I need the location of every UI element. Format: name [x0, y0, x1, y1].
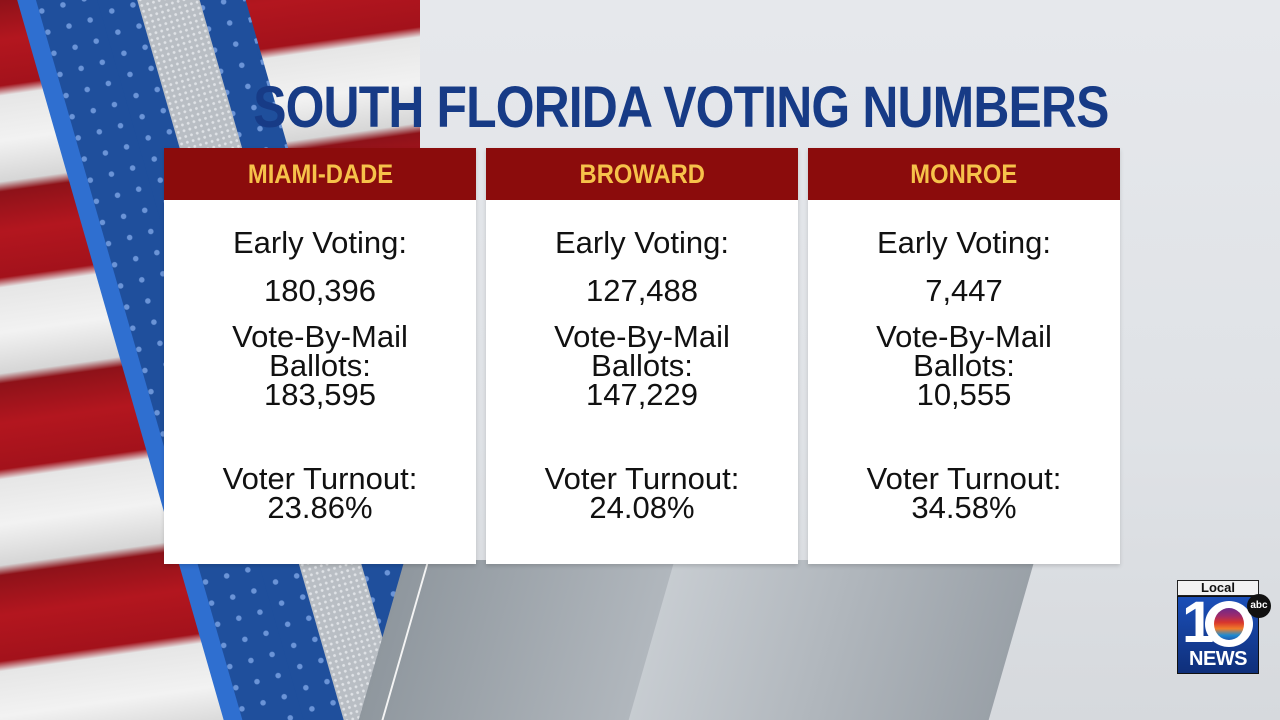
- card-body: Early Voting: 180,396 Vote-By-Mail Ballo…: [164, 200, 476, 523]
- card-body: Early Voting: 7,447 Vote-By-Mail Ballots…: [808, 200, 1120, 523]
- card-header: MONROE: [808, 148, 1120, 200]
- card-header: MIAMI-DADE: [164, 148, 476, 200]
- vbm-value: 183,595: [263, 377, 377, 413]
- vbm-value: 147,229: [585, 377, 699, 413]
- logo-news-text: NEWS: [1189, 648, 1248, 670]
- early-voting-label: Early Voting:: [554, 225, 730, 260]
- turnout-label: Voter Turnout:: [866, 461, 1062, 497]
- turnout-label: Voter Turnout:: [544, 461, 740, 497]
- turnout-value: 34.58%: [911, 489, 1017, 525]
- turnout-value: 23.86%: [267, 489, 373, 525]
- early-voting-label: Early Voting:: [232, 225, 408, 260]
- vbm-value: 10,555: [916, 377, 1012, 413]
- turnout-label: Voter Turnout:: [222, 461, 418, 497]
- vbm-label: Vote-By-Mail: [554, 319, 730, 354]
- page-title: SOUTH FLORIDA VOTING NUMBERS: [253, 75, 1109, 140]
- county-name: MIAMI-DADE: [247, 158, 393, 189]
- early-voting-value: 7,447: [925, 273, 1003, 308]
- card-body: Early Voting: 127,488 Vote-By-Mail Ballo…: [486, 200, 798, 523]
- vbm-label-ballots: Ballots:: [269, 347, 371, 383]
- early-voting-value: 127,488: [585, 273, 699, 308]
- abc-network-icon: abc: [1247, 594, 1271, 618]
- county-card-monroe: MONROE Early Voting: 7,447 Vote-By-Mail …: [808, 148, 1120, 564]
- early-voting-label: Early Voting:: [876, 225, 1052, 260]
- turnout-value: 24.08%: [589, 489, 695, 525]
- early-voting-value: 180,396: [263, 273, 377, 308]
- vbm-label: Vote-By-Mail: [232, 319, 408, 354]
- logo-box: 1 NEWS: [1177, 590, 1259, 674]
- vbm-label-ballots: Ballots:: [591, 347, 693, 383]
- vbm-label: Vote-By-Mail: [876, 319, 1052, 354]
- county-cards: MIAMI-DADE Early Voting: 180,396 Vote-By…: [164, 148, 1120, 564]
- county-card-broward: BROWARD Early Voting: 127,488 Vote-By-Ma…: [486, 148, 798, 564]
- logo-local-text: Local: [1177, 580, 1259, 596]
- vbm-label-ballots: Ballots:: [913, 347, 1015, 383]
- logo-rainbow-zero-icon: [1205, 601, 1253, 647]
- county-name: MONROE: [910, 158, 1018, 189]
- station-logo: Local 1 NEWS abc: [1177, 580, 1271, 674]
- county-card-miami-dade: MIAMI-DADE Early Voting: 180,396 Vote-By…: [164, 148, 476, 564]
- county-name: BROWARD: [579, 158, 705, 189]
- rainbow-globe-icon: [1214, 608, 1244, 640]
- card-header: BROWARD: [486, 148, 798, 200]
- logo-number-one: 1: [1182, 590, 1215, 655]
